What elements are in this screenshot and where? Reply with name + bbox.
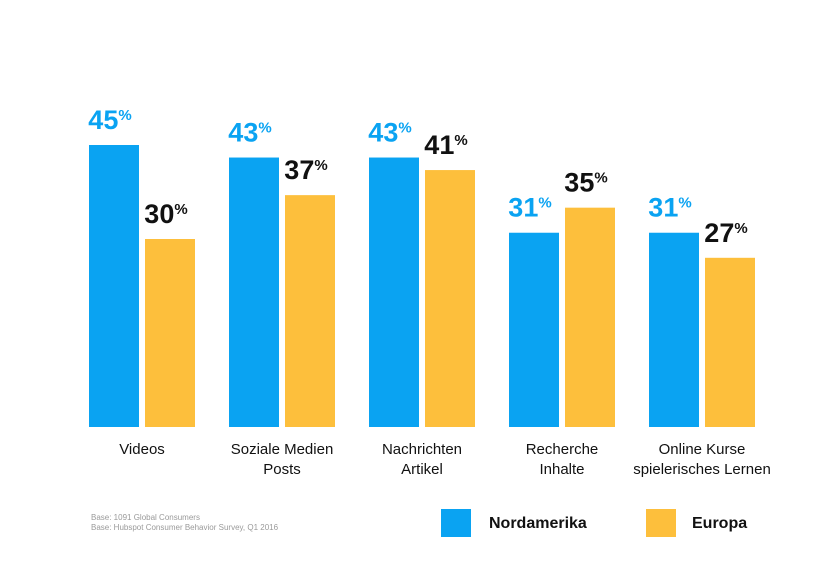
legend-label-europa: Europa bbox=[692, 515, 747, 532]
bar-nordamerika-recherche-inhalte bbox=[509, 232, 559, 427]
value-label-nordamerika-videos: 45% bbox=[88, 105, 131, 135]
value-label-europa-recherche-inhalte: 35% bbox=[564, 168, 607, 198]
bars-group bbox=[89, 145, 755, 428]
category-label-online-kurse-spielerisches-lernen: Online Kurse spielerisches Lernen bbox=[633, 441, 771, 478]
bar-nordamerika-soziale-medien-posts bbox=[229, 157, 279, 428]
base-note-2: Base: Hubspot Consumer Behavior Survey, … bbox=[91, 523, 279, 532]
value-label-europa-nachrichten-artikel: 41% bbox=[424, 130, 467, 160]
bar-nordamerika-videos bbox=[89, 145, 139, 427]
value-label-europa-online-kurse-spielerisches-lernen: 27% bbox=[704, 218, 747, 248]
legend-swatch-nordamerika bbox=[441, 509, 471, 537]
value-label-europa-soziale-medien-posts: 37% bbox=[284, 155, 327, 185]
bar-europa-recherche-inhalte bbox=[565, 207, 615, 427]
category-label-soziale-medien-posts: Soziale Medien Posts bbox=[231, 441, 334, 478]
category-label-nachrichten-artikel: Nachrichten Artikel bbox=[382, 441, 462, 478]
bar-europa-nachrichten-artikel bbox=[425, 170, 475, 428]
base-note-1: Base: 1091 Global Consumers bbox=[91, 513, 200, 522]
category-label-recherche-inhalte: Recherche Inhalte bbox=[526, 441, 599, 478]
bar-nordamerika-nachrichten-artikel bbox=[369, 157, 419, 428]
footnote: Base: 1091 Global Consumers Base: Hubspo… bbox=[91, 513, 279, 532]
value-labels-group: 45% 30% 43% 37% 43% 41% 31% 35% 31% 27% bbox=[88, 105, 747, 248]
legend-label-nordamerika: Nordamerika bbox=[489, 515, 587, 532]
bar-nordamerika-online-kurse-spielerisches-lernen bbox=[649, 232, 699, 427]
legend-swatch-europa bbox=[646, 509, 676, 537]
category-labels-group: Videos Soziale Medien Posts Nachrichten Arti… bbox=[119, 441, 771, 478]
value-label-nordamerika-soziale-medien-posts: 43% bbox=[228, 118, 271, 148]
bar-europa-videos bbox=[145, 239, 195, 427]
bar-europa-online-kurse-spielerisches-lernen bbox=[705, 257, 755, 427]
value-label-nordamerika-recherche-inhalte: 31% bbox=[508, 193, 551, 223]
category-label-videos: Videos bbox=[119, 441, 165, 458]
legend: Nordamerika Europa bbox=[441, 509, 747, 537]
value-label-europa-videos: 30% bbox=[144, 199, 187, 229]
bar-europa-soziale-medien-posts bbox=[285, 195, 335, 427]
value-label-nordamerika-online-kurse-spielerisches-lernen: 31% bbox=[648, 193, 691, 223]
value-label-nordamerika-nachrichten-artikel: 43% bbox=[368, 118, 411, 148]
